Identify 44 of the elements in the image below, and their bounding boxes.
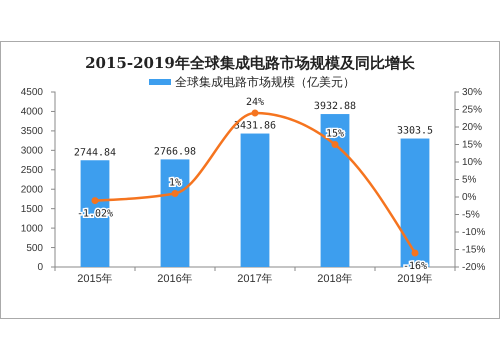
- y2-tick-label: 10%: [462, 157, 482, 168]
- point: [172, 190, 178, 197]
- data-label: 2744.84: [74, 147, 116, 158]
- data-label: 3932.88: [314, 101, 356, 112]
- y2-tick-label: 0%: [462, 192, 477, 204]
- legend-label: 全球集成电路市场规模（亿美元）: [175, 75, 355, 89]
- y-tick-label: 1500: [20, 204, 44, 215]
- x-tick-label: 2018年: [317, 273, 353, 285]
- y2-tick-label: -5%: [462, 210, 480, 221]
- x-tick-label: 2015年: [77, 273, 113, 285]
- y2-tick-label: 25%: [462, 104, 482, 116]
- x-tick-label: 2017年: [237, 273, 273, 285]
- y-tick-label: 500: [26, 242, 44, 254]
- y2-tick-label: -20%: [462, 262, 486, 274]
- y2-tick-label: 20%: [462, 122, 482, 134]
- point: [92, 197, 98, 204]
- y2-tick-label: 15%: [462, 140, 482, 151]
- data-label: 15%: [326, 128, 344, 140]
- y-tick-label: 3000: [20, 146, 44, 157]
- y-tick-label: 2000: [20, 184, 44, 196]
- y2-tick-label: -15%: [462, 244, 486, 256]
- data-label: 1%: [168, 178, 182, 188]
- bar: [240, 134, 270, 267]
- point: [332, 141, 338, 148]
- y2-tick-label: 5%: [462, 174, 477, 186]
- bar: [160, 159, 190, 267]
- y-tick-label: 2500: [20, 164, 44, 176]
- data-label: 24%: [246, 97, 264, 108]
- point: [412, 250, 418, 256]
- y-tick-label: 1000: [20, 223, 44, 234]
- y2-tick-label: -10%: [462, 227, 486, 238]
- y-tick-label: 4000: [20, 106, 44, 118]
- data-label: 3303.5: [396, 126, 434, 137]
- chart-title: 2015-2019年全球集成电路市场规模及同比增长: [85, 54, 416, 72]
- y-tick-label: 3500: [20, 126, 44, 138]
- y2-tick-label: 30%: [462, 87, 482, 98]
- y-tick-label: 0: [37, 262, 44, 274]
- x-tick-label: 2019年: [397, 273, 433, 285]
- data-label: 3431.86: [234, 120, 276, 132]
- bar: [320, 114, 350, 267]
- y-tick-label: 4500: [20, 87, 44, 98]
- x-tick-label: 2016年: [157, 273, 193, 285]
- point: [252, 110, 258, 116]
- data-label: 2766.98: [154, 146, 196, 158]
